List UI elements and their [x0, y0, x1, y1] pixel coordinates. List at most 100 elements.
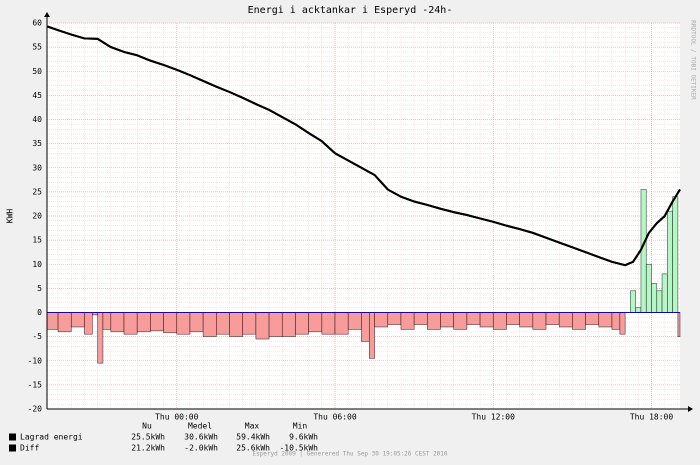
- diff-bar: [677, 312, 681, 337]
- diff-bar: [630, 290, 636, 313]
- diff-bar: [334, 312, 349, 335]
- diff-bar: [163, 312, 178, 334]
- diff-bar: [558, 312, 573, 328]
- diff-bar: [281, 312, 296, 337]
- legend-label: Diff: [20, 444, 39, 453]
- legend-swatch: [9, 444, 16, 452]
- diff-bar: [361, 312, 370, 342]
- diff-bar: [46, 312, 59, 330]
- energy-line: [46, 25, 681, 267]
- y-tick-label: 10: [32, 260, 42, 269]
- diff-bar: [479, 312, 494, 328]
- diff-bar: [640, 189, 647, 313]
- y-tick-label: 15: [32, 236, 42, 245]
- stats-header: Max: [245, 422, 260, 431]
- stats-header: Medel: [188, 422, 212, 431]
- x-axis-arrow: [688, 406, 693, 412]
- diff-bar: [268, 312, 283, 337]
- diff-bar: [242, 312, 257, 335]
- diff-bar: [84, 312, 93, 335]
- y-tick-label: 50: [32, 67, 42, 76]
- diff-bar: [374, 312, 389, 328]
- y-tick-label: 20: [32, 212, 42, 221]
- diff-bar: [611, 312, 621, 330]
- diff-bar: [202, 312, 217, 337]
- y-tick-label: -5: [32, 332, 42, 341]
- diff-bar: [70, 312, 85, 328]
- diff-bar: [216, 312, 230, 335]
- stats-value: 59.4kWh: [236, 433, 270, 442]
- x-tick-label: Thu 06:00: [313, 413, 357, 422]
- diff-bar: [572, 312, 586, 330]
- diff-bar: [645, 263, 652, 313]
- diff-bar: [400, 312, 415, 330]
- diff-bar: [347, 312, 362, 330]
- diff-bar: [176, 312, 191, 335]
- diff-bar: [619, 312, 626, 335]
- y-tick-label: 30: [32, 163, 42, 172]
- x-tick-label: Thu 12:00: [472, 413, 516, 422]
- diff-bar: [123, 312, 138, 335]
- x-tick-label: Thu 00:00: [155, 413, 199, 422]
- diff-bar: [672, 196, 679, 313]
- diff-bar: [585, 312, 600, 325]
- diff-bar: [308, 312, 323, 333]
- y-tick-label: 40: [32, 115, 42, 124]
- diff-bar: [492, 312, 507, 330]
- stats-value: -10.5kWh: [279, 444, 318, 453]
- diff-bar: [387, 312, 402, 325]
- diff-bar: [453, 312, 468, 330]
- diff-bar: [57, 312, 72, 333]
- diff-bar: [532, 312, 547, 330]
- y-tick-label: 55: [32, 43, 42, 52]
- y-tick-label: 0: [37, 308, 42, 317]
- diff-bar: [136, 312, 151, 333]
- y-tick-label: -20: [28, 405, 43, 414]
- stats-value: 25.5kWh: [131, 433, 165, 442]
- diff-bar: [150, 312, 164, 332]
- diff-bar: [229, 312, 244, 337]
- diff-bar: [466, 312, 481, 325]
- stats-value: 21.2kWh: [131, 444, 165, 453]
- footer: Esperyd 2009 | Generered Thu Sep 30 19:0…: [252, 451, 447, 458]
- stats-value: 9.6kWh: [289, 433, 318, 442]
- diff-bar: [369, 312, 375, 359]
- diff-bar: [110, 312, 125, 333]
- y-tick-label: 60: [32, 19, 42, 28]
- legend-label: Lagrad energi: [20, 433, 83, 442]
- y-tick-label: 45: [32, 91, 42, 100]
- diff-bar: [545, 312, 560, 325]
- diff-bar: [598, 312, 613, 328]
- legend-swatch: [9, 433, 16, 441]
- y-axis-label: KWH: [6, 209, 15, 224]
- chart-title: Energi i acktankar i Esperyd -24h-: [248, 5, 453, 16]
- y-tick-label: -15: [28, 380, 43, 389]
- stats-header: Min: [293, 422, 308, 431]
- y-tick-label: 25: [32, 187, 42, 196]
- diff-bar: [321, 312, 336, 335]
- x-tick-label: Thu 18:00: [630, 413, 674, 422]
- watermark: RRDTOOL / TOBI OETIKER: [690, 20, 697, 100]
- stats-value: 25.6kWh: [236, 444, 270, 453]
- diff-bar: [506, 312, 520, 325]
- diff-bar: [656, 290, 663, 313]
- diff-bar: [427, 312, 441, 330]
- diff-bar: [413, 312, 428, 325]
- diff-bar: [440, 312, 455, 328]
- y-tick-label: -10: [28, 356, 43, 365]
- stats-header: Nu: [142, 422, 152, 431]
- diff-bar: [97, 312, 104, 364]
- y-axis-arrow: [44, 12, 50, 17]
- diff-bar: [189, 312, 204, 333]
- diff-bar: [651, 283, 658, 313]
- stats-value: -2.0kWh: [184, 444, 218, 453]
- y-tick-label: 35: [32, 139, 42, 148]
- y-tick-label: 5: [37, 284, 42, 293]
- diff-bar: [667, 210, 673, 313]
- diff-bar: [635, 307, 642, 313]
- stats-value: 30.6kWh: [184, 433, 218, 442]
- diff-bar: [519, 312, 534, 328]
- diff-bar: [102, 312, 112, 330]
- diff-bar: [661, 273, 668, 313]
